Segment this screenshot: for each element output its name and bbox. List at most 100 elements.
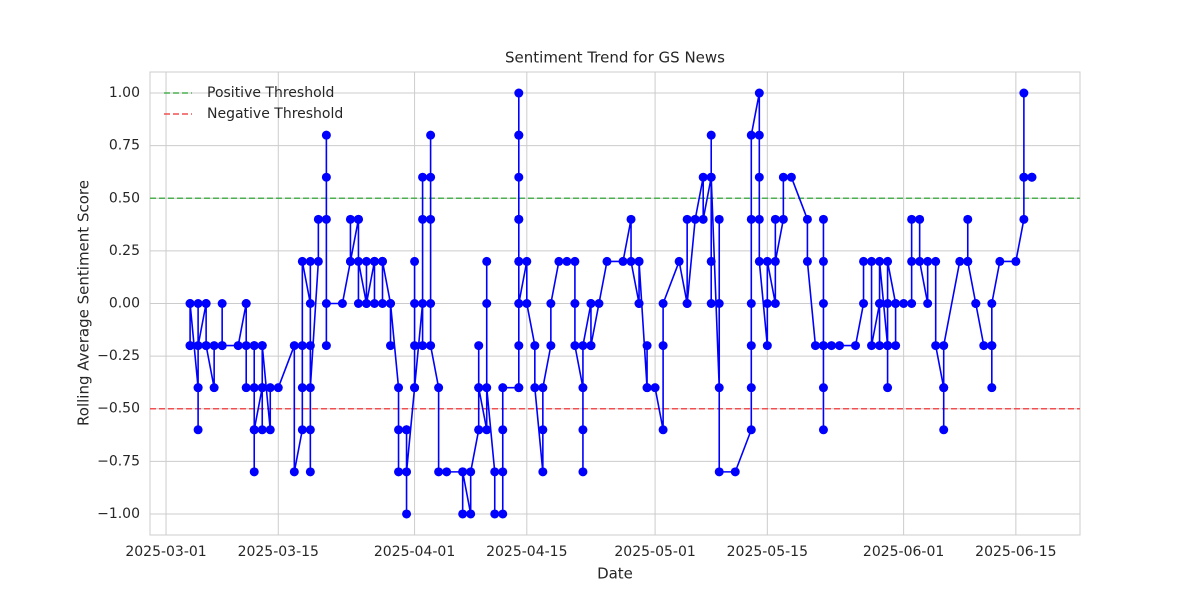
data-point (369, 256, 379, 266)
data-point (1011, 256, 1021, 266)
data-point (265, 425, 275, 435)
data-point (875, 341, 885, 351)
data-point (730, 467, 740, 477)
data-point (851, 341, 861, 351)
data-point (859, 299, 869, 308)
data-point (321, 172, 331, 182)
data-point (418, 172, 428, 182)
data-point (762, 299, 772, 308)
data-point (706, 299, 716, 308)
data-point (345, 256, 355, 266)
data-point (899, 299, 909, 308)
y-tick-label: −0.75 (97, 453, 140, 469)
data-point (410, 341, 420, 351)
data-point (297, 425, 307, 435)
data-point (746, 341, 756, 351)
data-point (418, 299, 428, 308)
data-point (746, 383, 756, 393)
data-point (249, 425, 259, 435)
data-point (410, 299, 420, 308)
data-point (923, 256, 933, 266)
data-point (474, 383, 484, 393)
data-point (802, 214, 812, 224)
data-point (658, 341, 668, 351)
data-point (818, 214, 828, 224)
data-point (810, 341, 820, 351)
y-tick-label: 0.25 (109, 243, 140, 259)
data-point (778, 214, 788, 224)
data-point (498, 467, 508, 477)
data-point (514, 214, 524, 224)
data-point (466, 467, 476, 477)
data-point (514, 172, 524, 182)
data-point (386, 341, 396, 351)
data-point (434, 383, 444, 393)
data-point (867, 256, 877, 266)
data-point (618, 256, 628, 266)
data-point (690, 214, 700, 224)
x-tick-label: 2025-05-01 (614, 544, 695, 560)
data-point (706, 256, 716, 266)
data-point (754, 214, 764, 224)
data-point (321, 130, 331, 140)
data-point (875, 256, 885, 266)
data-point (538, 383, 548, 393)
data-point (217, 299, 227, 308)
data-point (562, 256, 572, 266)
data-point (971, 299, 981, 308)
legend-label: Negative Threshold (207, 106, 343, 122)
data-point (297, 341, 307, 351)
data-point (658, 299, 668, 308)
y-tick-label: −0.50 (97, 401, 140, 417)
data-point (410, 256, 420, 266)
data-point (987, 341, 997, 351)
data-point (1027, 172, 1037, 182)
data-point (305, 299, 315, 308)
data-point (578, 341, 588, 351)
data-point (586, 341, 596, 351)
data-point (321, 341, 331, 351)
y-tick-label: 1.00 (109, 85, 140, 101)
data-point (834, 341, 844, 351)
data-point (931, 341, 941, 351)
data-point (786, 172, 796, 182)
legend-label: Positive Threshold (207, 85, 334, 101)
data-point (378, 256, 387, 266)
data-point (442, 467, 452, 477)
data-point (217, 341, 227, 351)
data-point (883, 256, 893, 266)
data-point (193, 383, 203, 393)
data-point (818, 383, 828, 393)
data-point (995, 256, 1005, 266)
data-point (241, 299, 251, 308)
data-point (634, 256, 644, 266)
data-point (883, 341, 893, 351)
data-point (458, 467, 468, 477)
data-point (474, 425, 484, 435)
data-point (1019, 88, 1029, 98)
data-point (554, 256, 564, 266)
data-point (963, 214, 973, 224)
data-point (305, 383, 315, 393)
data-point (305, 467, 315, 477)
data-point (923, 299, 933, 308)
data-point (378, 299, 387, 308)
data-point (297, 256, 307, 266)
data-point (249, 467, 259, 477)
plot-frame (149, 71, 1081, 536)
data-point (418, 341, 428, 351)
data-point (891, 299, 901, 308)
data-point (185, 299, 195, 308)
data-point (241, 341, 251, 351)
data-point (313, 256, 323, 266)
data-point (297, 383, 307, 393)
data-point (193, 299, 203, 308)
data-point (570, 341, 580, 351)
data-point (185, 341, 195, 351)
data-point (818, 256, 828, 266)
data-point (209, 341, 219, 351)
data-point (305, 341, 315, 351)
data-point (201, 341, 211, 351)
data-point (698, 172, 708, 182)
data-point (386, 299, 396, 308)
